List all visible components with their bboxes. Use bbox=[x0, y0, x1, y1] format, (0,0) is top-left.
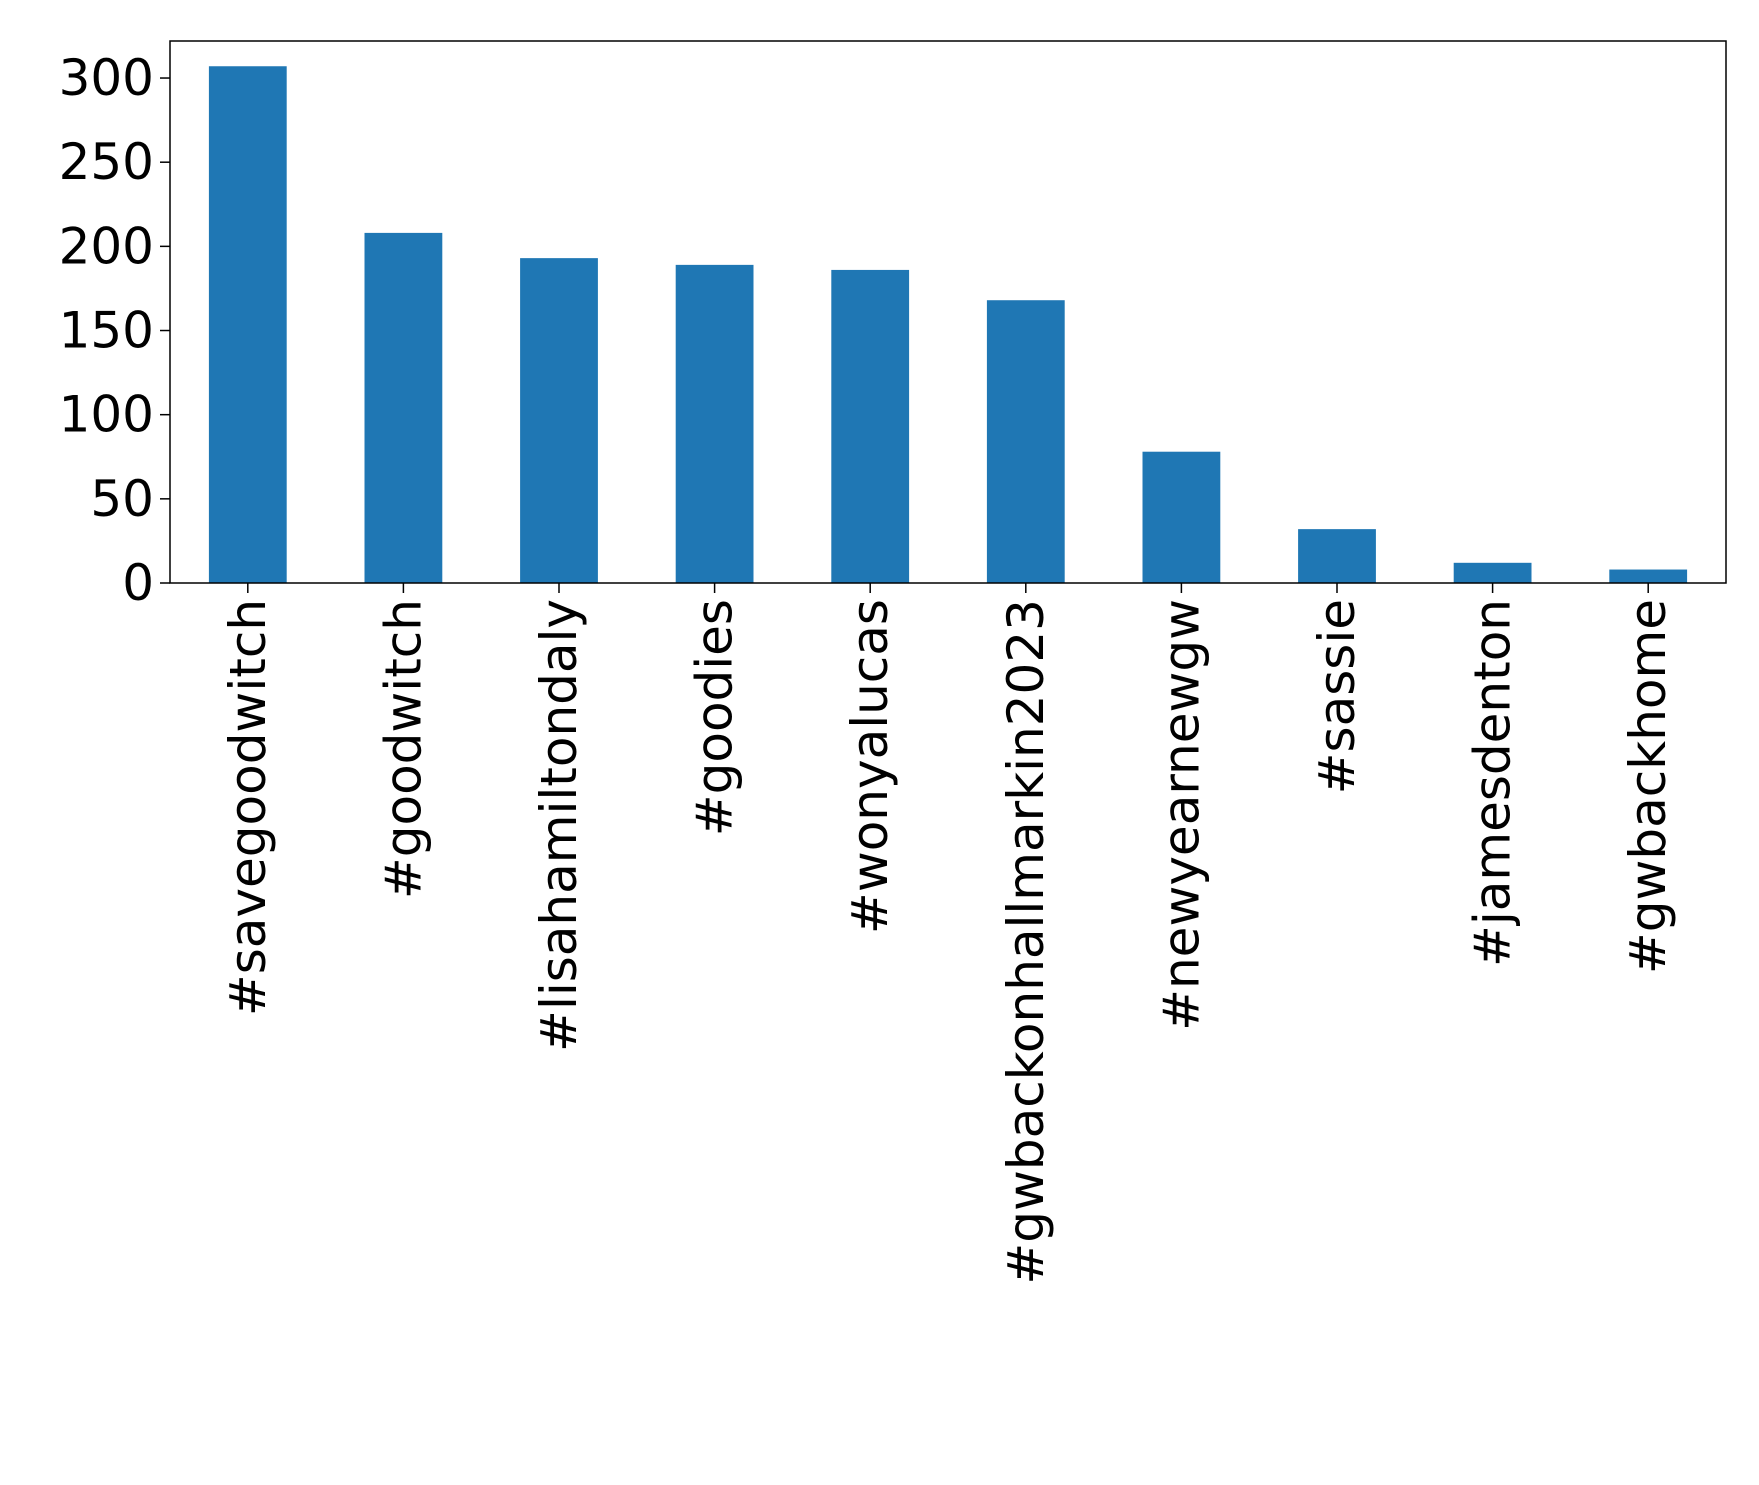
x-tick-label: #gwbackonhallmarkin2023 bbox=[997, 599, 1055, 1285]
x-tick-label: #sassie bbox=[1308, 599, 1366, 794]
x-tick-label: #newyearnewgw bbox=[1152, 599, 1210, 1031]
bar-1 bbox=[364, 232, 443, 584]
bar-4 bbox=[831, 269, 910, 583]
bar-6 bbox=[1142, 451, 1221, 583]
bar-3 bbox=[675, 264, 754, 583]
bars-group bbox=[208, 66, 1688, 584]
y-tick-label: 100 bbox=[59, 386, 154, 444]
x-axis: #savegoodwitch #goodwitch #lisahamiltondal… bbox=[219, 583, 1677, 1285]
y-tick-label: 0 bbox=[122, 554, 154, 612]
bar-2 bbox=[520, 258, 598, 583]
x-tick-label: #gwbackhome bbox=[1619, 599, 1677, 974]
y-tick-label: 200 bbox=[59, 217, 154, 275]
y-tick-label: 250 bbox=[59, 133, 154, 191]
x-tick-label: #goodwitch bbox=[374, 599, 432, 899]
x-tick-label: #savegoodwitch bbox=[219, 599, 277, 1016]
x-tick-label: #jamesdenton bbox=[1464, 599, 1522, 967]
plot-frame bbox=[169, 40, 1727, 584]
y-axis: 0 50 100 150 200 250 300 bbox=[59, 49, 170, 612]
bar-0 bbox=[208, 66, 287, 584]
x-tick-label: #wonyalucas bbox=[841, 599, 899, 934]
bar-9 bbox=[1609, 569, 1688, 583]
y-tick-label: 50 bbox=[90, 470, 154, 528]
y-tick-label: 300 bbox=[59, 49, 154, 107]
bar-5 bbox=[986, 300, 1065, 583]
x-tick-label: #goodies bbox=[686, 599, 744, 836]
bar-7 bbox=[1298, 529, 1376, 583]
x-tick-label: #lisahamiltondaly bbox=[530, 599, 588, 1052]
bar-8 bbox=[1453, 562, 1532, 583]
y-tick-label: 150 bbox=[59, 302, 154, 360]
